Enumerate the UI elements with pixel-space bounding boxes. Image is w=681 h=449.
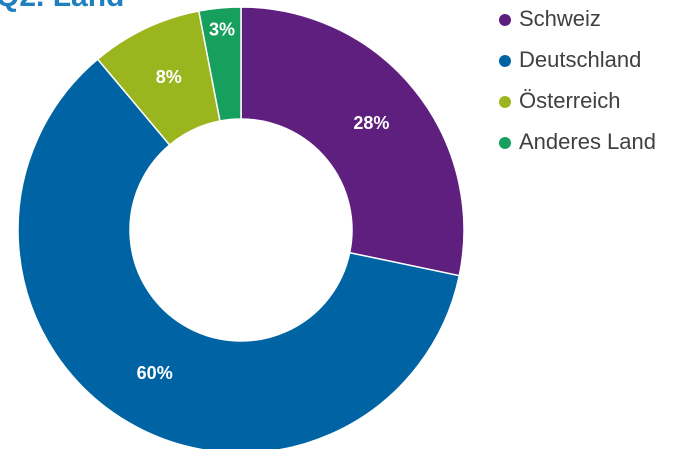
legend-label: Anderes Land xyxy=(519,129,656,154)
donut-slice xyxy=(17,58,461,449)
legend-marker xyxy=(499,96,511,108)
chart-title: Q2. Land xyxy=(0,0,124,13)
data-label: 8% xyxy=(156,67,182,87)
legend-label: Schweiz xyxy=(519,6,601,31)
data-label: 60% xyxy=(137,363,173,383)
data-label: 28% xyxy=(353,113,389,133)
legend-marker xyxy=(499,55,511,67)
legend-marker xyxy=(499,14,511,26)
donut-slice xyxy=(240,6,465,277)
legend-label: Österreich xyxy=(519,88,620,113)
donut-slice xyxy=(197,6,242,122)
legend-marker xyxy=(499,137,511,149)
legend-label: Deutschland xyxy=(519,47,641,72)
data-label: 3% xyxy=(209,20,235,40)
